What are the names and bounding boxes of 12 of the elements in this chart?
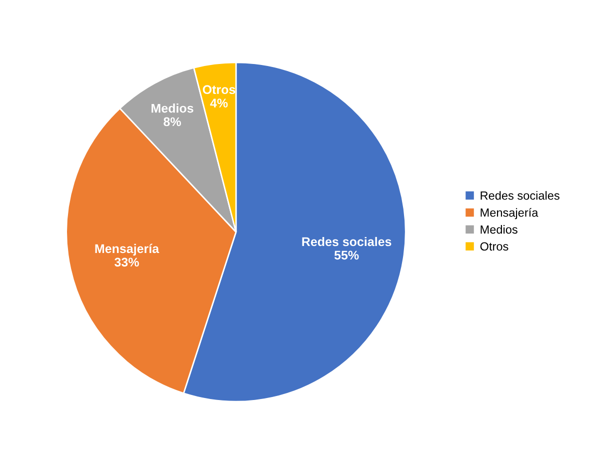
slice-label: Mensajería bbox=[95, 244, 160, 256]
data-label: 4% bbox=[210, 98, 228, 108]
data-label: 8% bbox=[164, 117, 181, 126]
legend-label: Redes sociales bbox=[480, 191, 560, 200]
data-label: 55% bbox=[334, 250, 359, 260]
legend-label: Medios bbox=[480, 225, 518, 234]
slice-label: Redes sociales bbox=[302, 236, 392, 246]
legend-label: Mensajería bbox=[480, 208, 538, 220]
slice-label: Medios bbox=[152, 104, 194, 113]
legend-label: Otros bbox=[480, 242, 508, 251]
data-label: 33% bbox=[114, 258, 139, 267]
slice-label: Otros bbox=[202, 85, 236, 94]
